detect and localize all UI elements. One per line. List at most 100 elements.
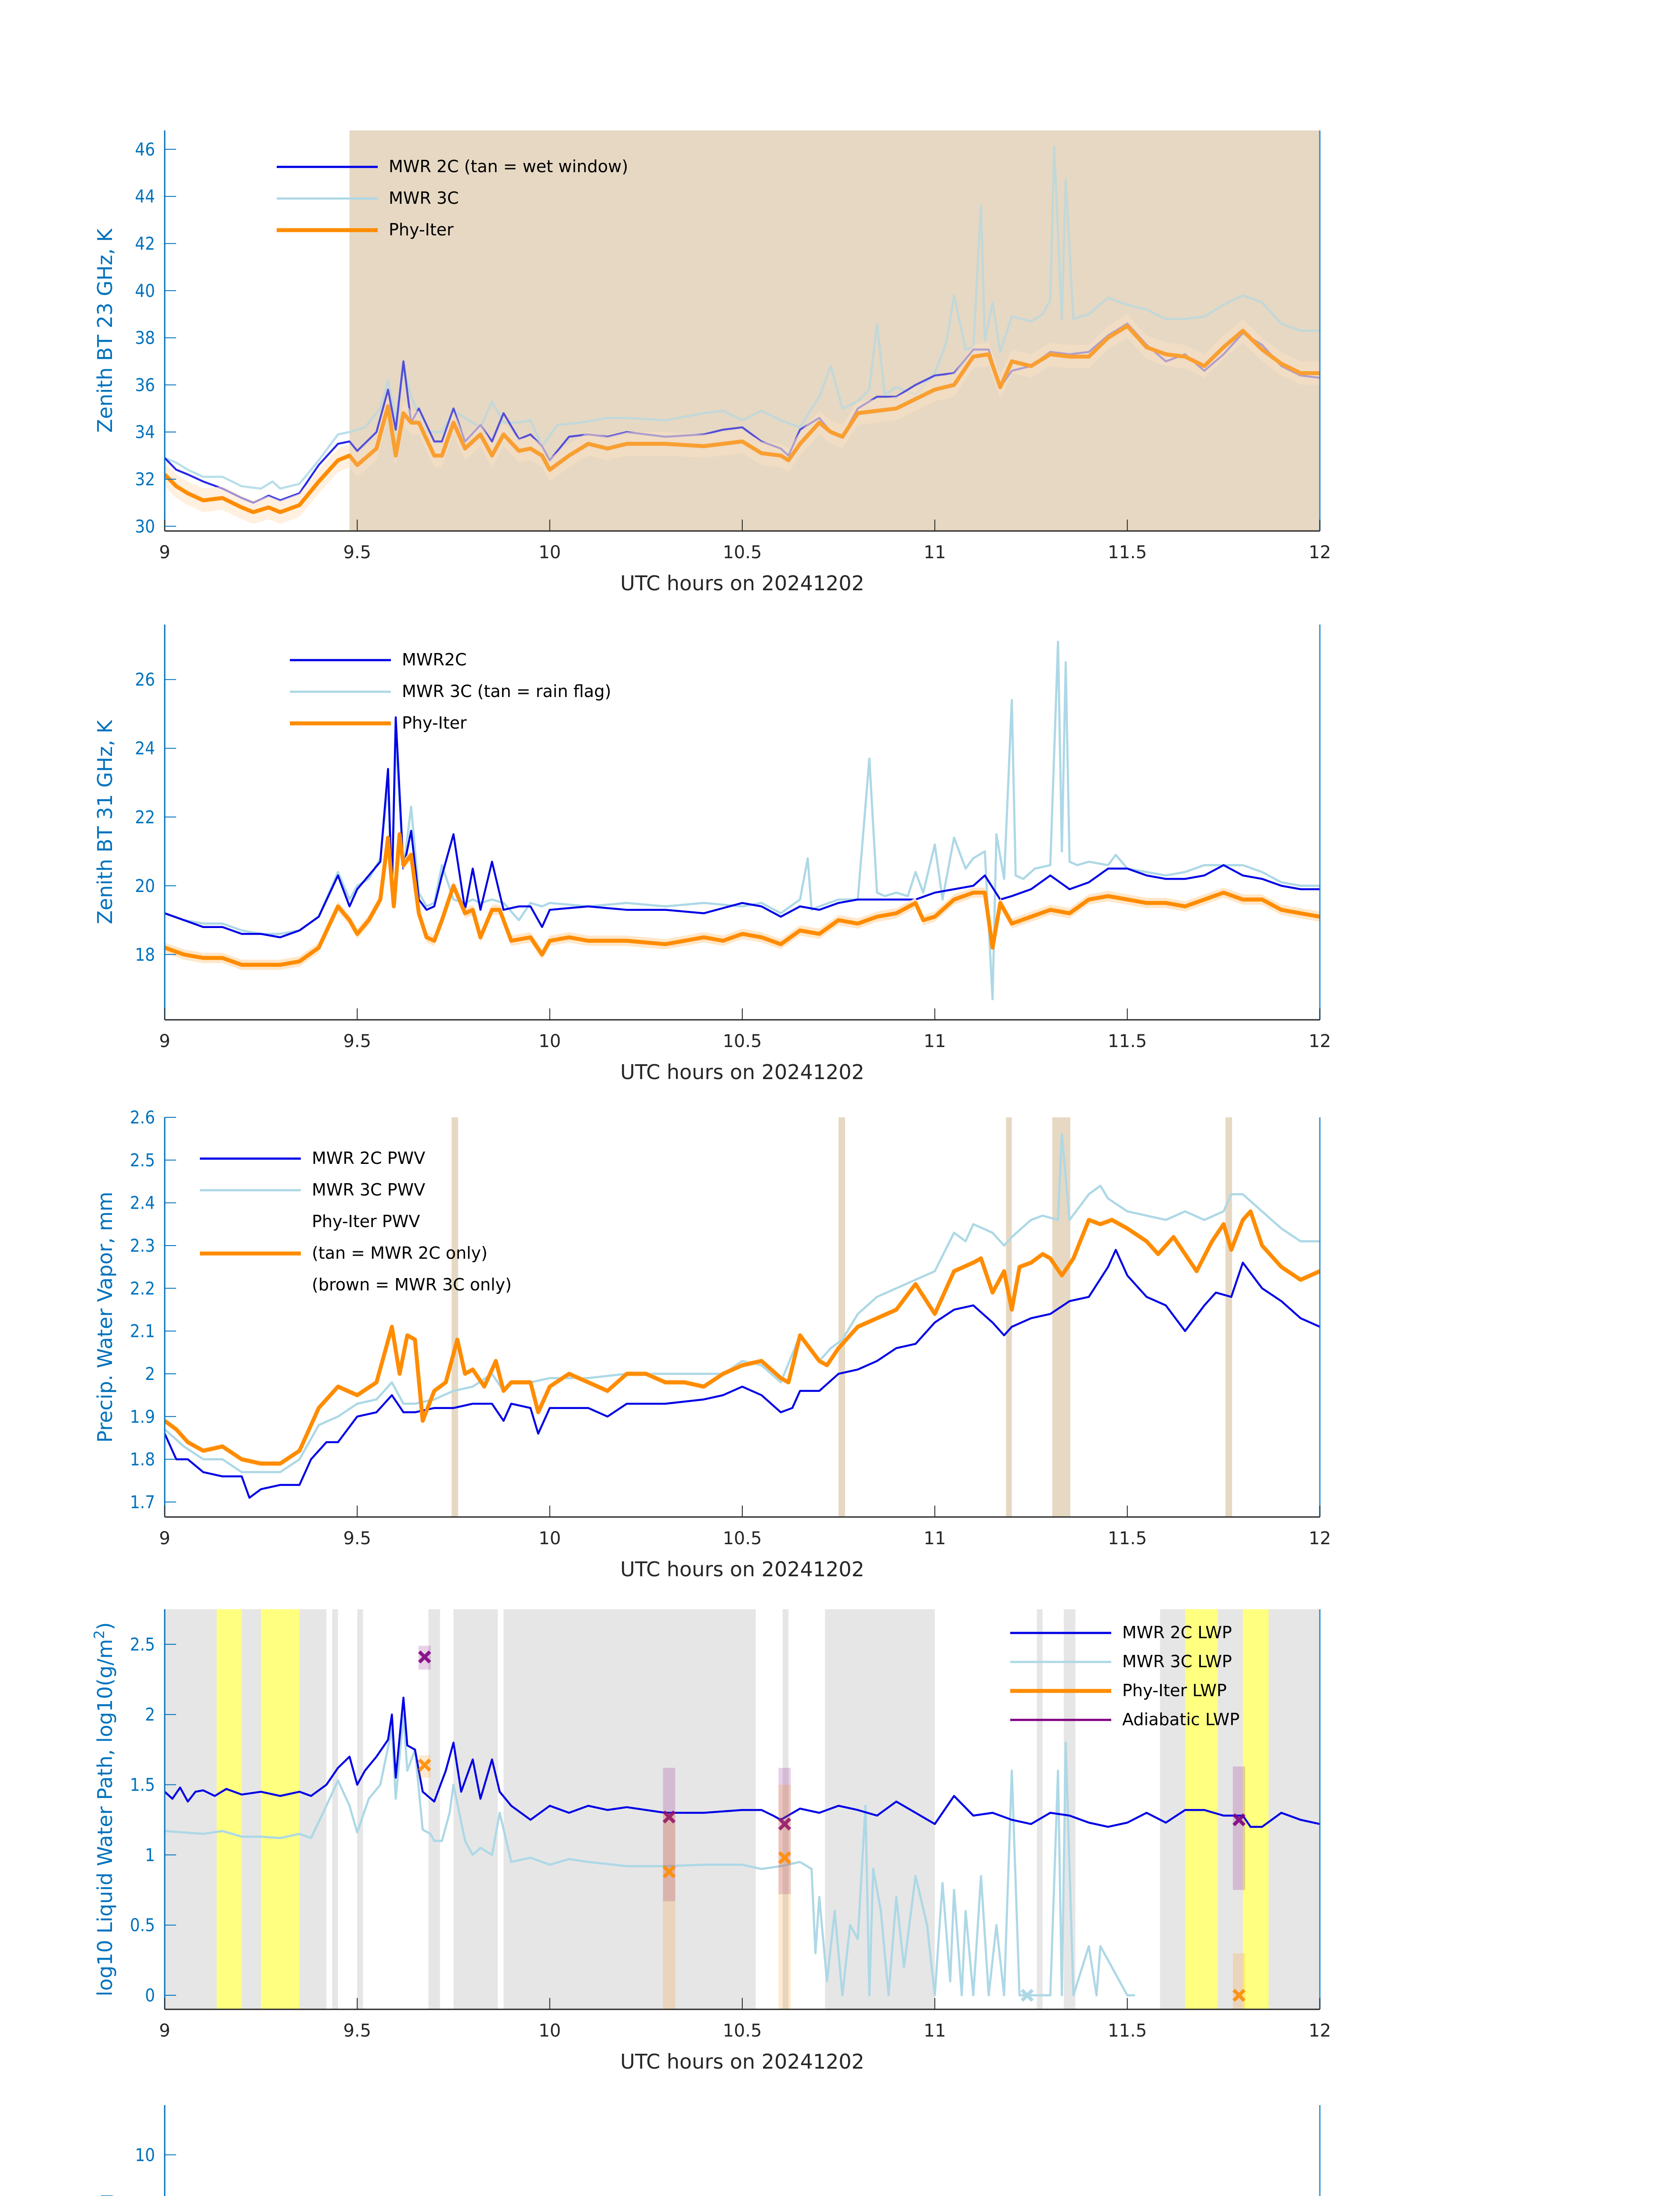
- x-axis-label: UTC hours on 20241202: [620, 1060, 864, 1084]
- legend-entry: Adiabatic LWP: [1010, 1710, 1239, 1729]
- shaded-region-yellow_band: [261, 1609, 300, 2009]
- marker-x-phyiter: [1232, 1989, 1246, 2002]
- y-axis-label-superscript: 2: [91, 1630, 108, 1639]
- series-line-mwr3c: [165, 1713, 1135, 1997]
- legend-label: MWR 2C LWP: [1122, 1623, 1232, 1642]
- y-axis-label: Precip. Water Vapor, mm: [93, 1192, 117, 1442]
- marker-x-phyiter: [418, 1758, 431, 1772]
- y-tick-label: 32: [135, 470, 155, 490]
- y-tick-label: 42: [135, 234, 155, 254]
- marker-x-adiabatic: [1232, 1813, 1246, 1827]
- y-tick-label: 2: [145, 1705, 155, 1725]
- legend-label: Phy-Iter: [402, 713, 467, 733]
- legend-label: MWR 3C (tan = rain flag): [402, 682, 611, 701]
- series-line-mwr2c: [165, 716, 1320, 939]
- y-tick-label: 10: [135, 2145, 155, 2165]
- shaded-region-tan: [1225, 1117, 1232, 1517]
- shaded-region-yellow_band: [1243, 1609, 1269, 2009]
- x-tick-label: 9.5: [343, 542, 372, 563]
- shaded-region-gray_band: [1037, 1609, 1043, 2009]
- x-tick-label: 9: [159, 542, 170, 563]
- y-tick-label: 0: [145, 1986, 155, 2006]
- y-tick-label: 2.2: [130, 1279, 155, 1299]
- y-tick-label: 22: [135, 807, 155, 827]
- legend-entry: MWR 3C: [277, 188, 459, 208]
- y-tick-label: 1.8: [130, 1450, 155, 1470]
- series-line-mwr3c: [165, 146, 1320, 490]
- legend-label: Adiabatic LWP: [1122, 1710, 1239, 1729]
- series-line-mwr3c: [165, 640, 1320, 1000]
- y-tick-label: 2: [145, 1364, 155, 1384]
- x-tick-label: 11: [924, 1031, 946, 1051]
- plot-area: [165, 640, 1320, 1000]
- shaded-region-tan: [452, 1117, 459, 1517]
- y-axis-label: Zenith BT 31 GHz, K: [93, 719, 117, 925]
- legend-label: Phy-Iter LWP: [1122, 1681, 1227, 1700]
- x-tick-label: 11.5: [1108, 2021, 1147, 2041]
- y-tick-label: 2.5: [130, 1635, 155, 1655]
- legend-label: (tan = MWR 2C only): [312, 1243, 488, 1263]
- y-tick-label: 40: [135, 281, 155, 301]
- legend-label: Phy-Iter: [389, 220, 454, 239]
- legend-entry: MWR 3C (tan = rain flag): [290, 682, 611, 701]
- x-tick-label: 10.5: [723, 2021, 762, 2041]
- y-tick-label: 44: [135, 187, 155, 207]
- x-tick-label: 12: [1309, 1528, 1331, 1549]
- y-tick-label: 1.5: [130, 1775, 155, 1795]
- legend-entry: Phy-Iter: [290, 713, 467, 733]
- y-tick-label: 18: [135, 945, 155, 965]
- legend-entry: (tan = MWR 2C only): [200, 1243, 488, 1263]
- y-tick-label: 2.3: [130, 1236, 155, 1256]
- shaded-region-yellow_band: [217, 1609, 242, 2009]
- marker-x-mwr3c: [1020, 1989, 1034, 2002]
- y-tick-label: 20: [135, 876, 155, 896]
- plot-area: [165, 1117, 1320, 1517]
- marker-x-phyiter: [662, 1865, 676, 1878]
- series-line-mwr2c: [165, 1249, 1320, 1499]
- marker-x-adiabatic: [662, 1810, 676, 1824]
- y-axis-label-main: log10 Liquid Water Path, log10(g/m: [93, 1639, 117, 1997]
- x-tick-label: 12: [1309, 542, 1331, 563]
- shaded-region-gray_band: [428, 1609, 440, 2009]
- y-tick-label: 2.6: [130, 1108, 155, 1128]
- shaded-region-gray_band: [783, 1609, 789, 2009]
- x-tick-label: 10: [538, 542, 561, 563]
- plot-area: [165, 1609, 1320, 2009]
- marker-x-phyiter: [778, 1851, 791, 1864]
- x-tick-label: 9.5: [343, 1528, 372, 1549]
- y-tick-label: 46: [135, 140, 155, 160]
- x-tick-label: 9: [159, 1031, 170, 1051]
- x-tick-label: 10.5: [723, 1528, 762, 1549]
- x-tick-label: 10: [538, 1031, 561, 1051]
- legend-entry: (brown = MWR 3C only): [312, 1275, 512, 1294]
- legend: MWR 2C PWV MWR 3C PWV Phy-Iter PWV (tan = M…: [200, 1149, 512, 1294]
- legend-entry: MWR 3C LWP: [1010, 1652, 1232, 1671]
- x-tick-label: 9: [159, 1528, 170, 1549]
- x-tick-label: 12: [1309, 2021, 1331, 2041]
- shaded-region-gray_band: [165, 1609, 327, 2009]
- legend-entry: Phy-Iter: [277, 220, 454, 239]
- error-bar-phyiter: [663, 1813, 676, 2009]
- y-axis-label: log10 Liquid Water Path, log10(g/m2): [91, 1622, 117, 1997]
- x-axis-label: UTC hours on 20241202: [620, 1557, 864, 1581]
- legend-entry: MWR 2C PWV: [200, 1149, 425, 1168]
- panel-pwv: 9 9.5 10 10.5 11 11.5 12 1.7 1.8 1.9 2 2.1 2.2 2.3 2.4…: [93, 1108, 1331, 1581]
- x-tick-label: 11.5: [1108, 1528, 1147, 1549]
- shaded-region-gray_band: [453, 1609, 498, 2009]
- series-line-phyiter: [165, 832, 1320, 967]
- y-tick-label: 1.7: [130, 1492, 155, 1513]
- shaded-region-gray_band: [357, 1609, 363, 2009]
- legend: MWR2C MWR 3C (tan = rain flag) Phy-Iter: [290, 650, 611, 733]
- legend-label: MWR 3C LWP: [1122, 1652, 1232, 1671]
- y-tick-label: 0.5: [130, 1915, 155, 1936]
- legend-label: MWR 3C PWV: [312, 1180, 425, 1199]
- legend-label: MWR2C: [402, 650, 466, 669]
- y-tick-label: 26: [135, 670, 155, 690]
- shaded-region-tan: [1052, 1117, 1070, 1517]
- x-tick-label: 12: [1309, 1031, 1331, 1051]
- marker-x-adiabatic: [418, 1650, 431, 1664]
- x-tick-label: 11: [924, 1528, 946, 1549]
